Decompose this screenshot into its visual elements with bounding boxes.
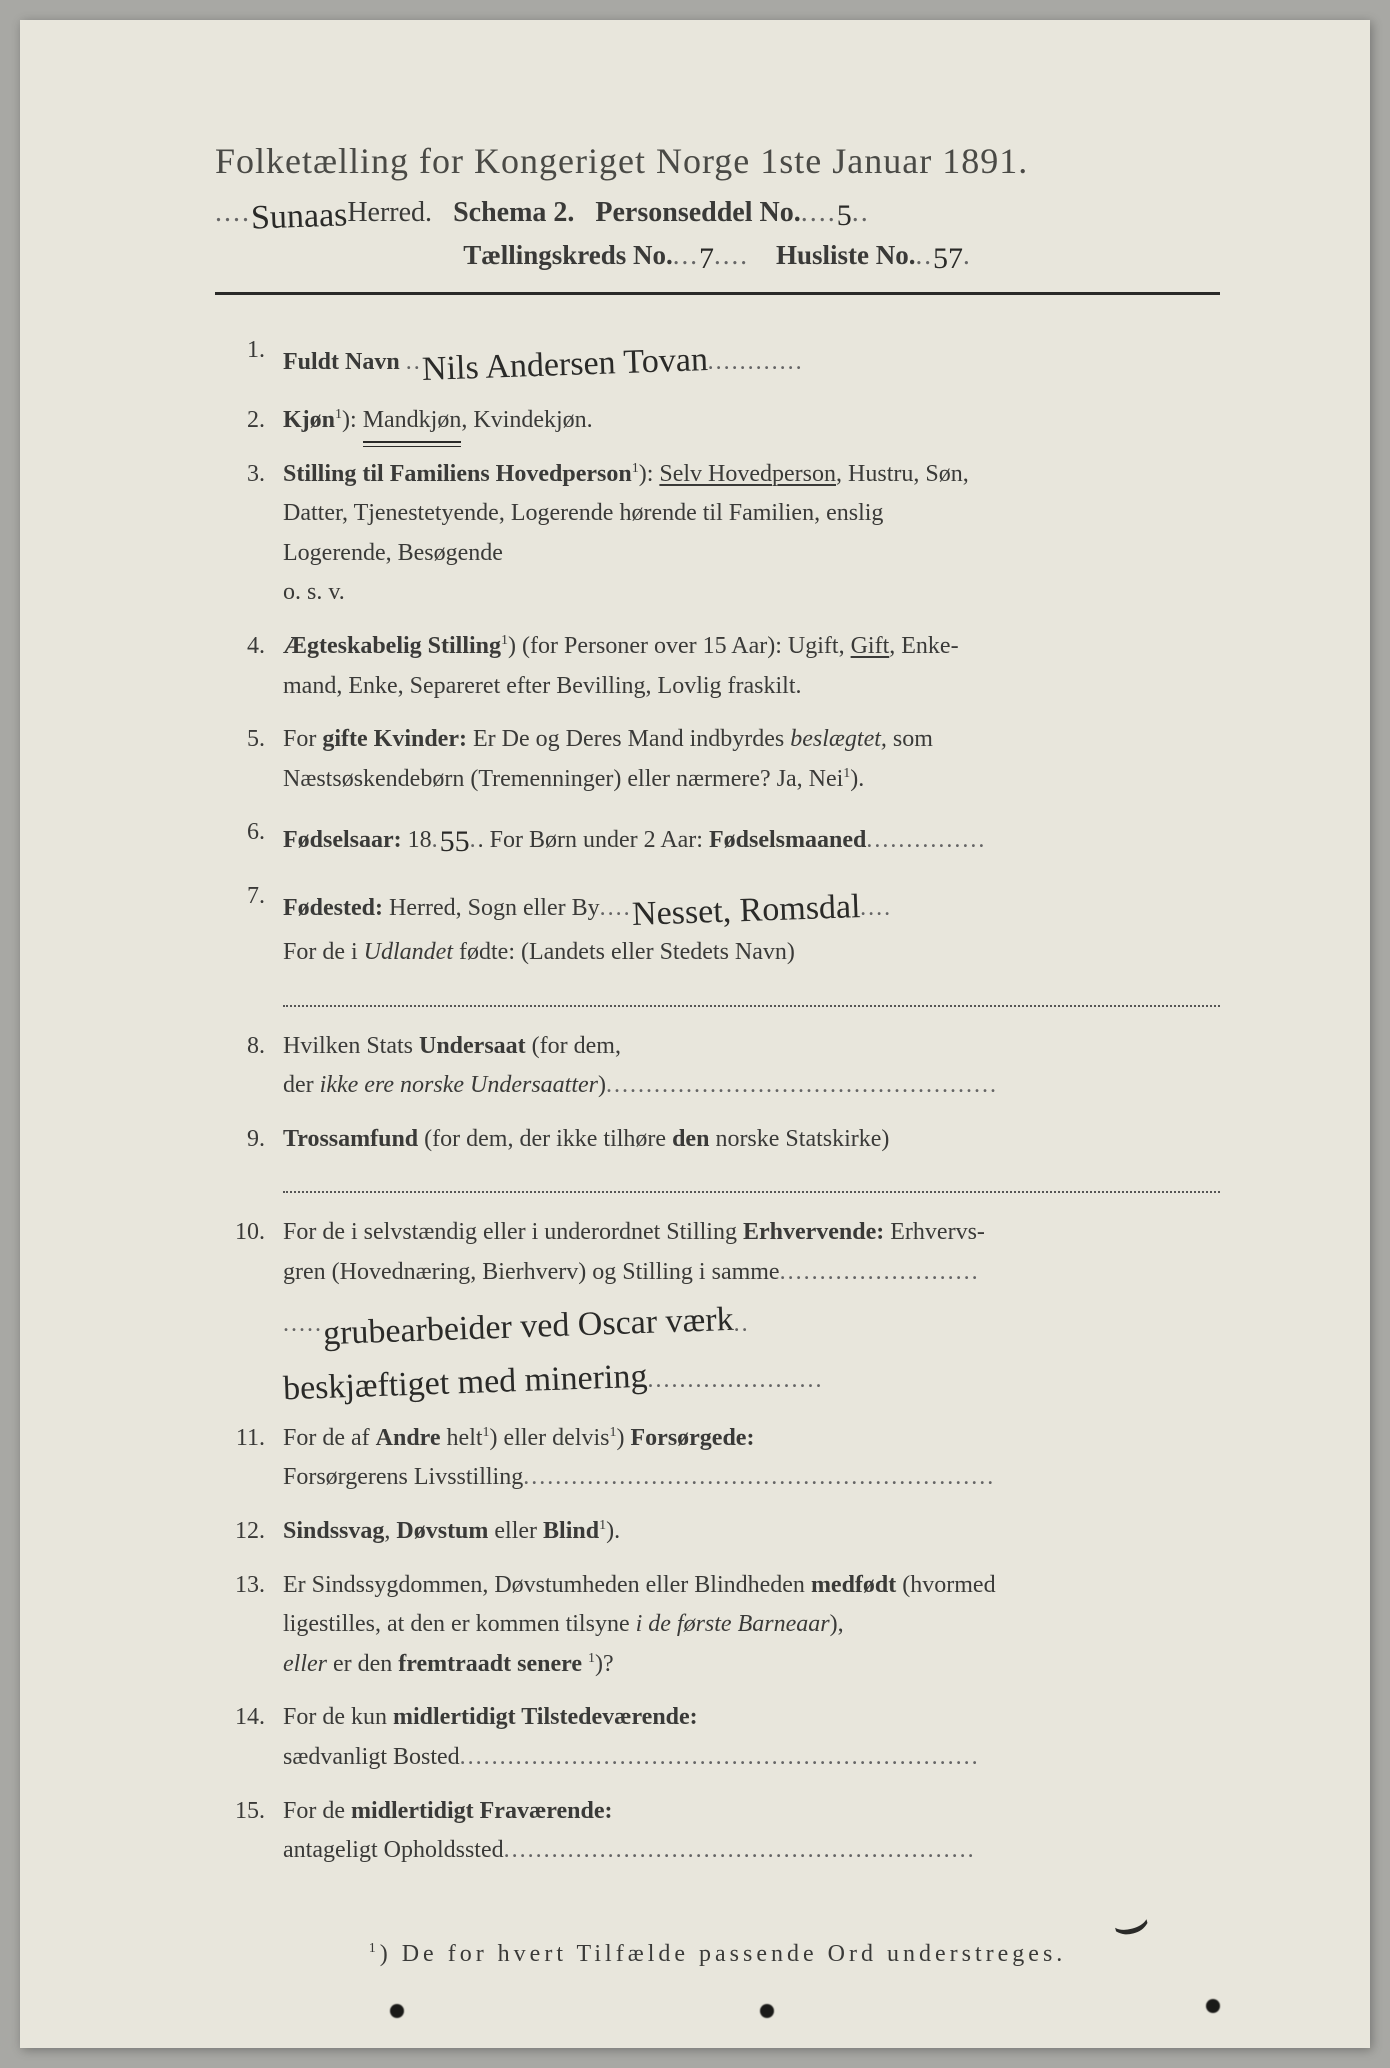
form-title: Folketælling for Kongeriget Norge 1ste J…	[215, 140, 1220, 182]
ink-blot-icon	[390, 2004, 404, 2018]
husliste-no: 57	[933, 242, 963, 276]
footnote: 1) De for hvert Tilfælde passende Ord un…	[215, 1941, 1220, 1968]
form-header: Folketælling for Kongeriget Norge 1ste J…	[215, 140, 1220, 272]
entry-6: 6. Fødselsaar: 18.55.. For Børn under 2 …	[225, 813, 1220, 863]
entry-14: 14. For de kun midlertidigt Tilstedevære…	[225, 1698, 1220, 1777]
entry-1: 1. Fuldt Navn ..Nils Andersen Tovan.....…	[225, 331, 1220, 387]
entry-13: 13. Er Sindssygdommen, Døvstumheden elle…	[225, 1566, 1220, 1685]
birthplace-value: Nesset, Romsdal	[631, 879, 861, 943]
kreds-no: 7	[699, 242, 714, 276]
ink-blot-icon	[760, 2004, 774, 2018]
entry-11: 11. For de af Andre helt1) eller delvis1…	[225, 1419, 1220, 1498]
entry-3: 3. Stilling til Familiens Hovedperson1):…	[225, 455, 1220, 613]
entry-9: 9. Trossamfund (for dem, der ikke tilhør…	[225, 1120, 1220, 1200]
personseddel-no: 5	[837, 199, 852, 233]
entry-2: 2. Kjøn1): Mandkjøn, Kvindekjøn.	[225, 401, 1220, 441]
subtitle-row-1: ....SunaasHerred. Schema 2. Personseddel…	[215, 192, 1220, 230]
census-form-page: Folketælling for Kongeriget Norge 1ste J…	[20, 20, 1370, 2048]
entry-4: 4. Ægteskabelig Stilling1) (for Personer…	[225, 627, 1220, 706]
form-entries: 1. Fuldt Navn ..Nils Andersen Tovan.....…	[215, 331, 1220, 1871]
entry-15: 15. For de midlertidigt Fraværende: anta…	[225, 1792, 1220, 1871]
dotted-rule	[283, 1169, 1220, 1193]
relation-selected: Selv Hovedperson	[659, 461, 836, 487]
entry-8: 8. Hvilken Stats Undersaat (for dem, der…	[225, 1027, 1220, 1106]
ink-blot-icon	[1206, 1999, 1220, 2013]
entry-10: 10. For de i selvstændig eller i underor…	[225, 1213, 1220, 1404]
occupation-value-1: grubearbeider ved Oscar værk	[322, 1291, 734, 1361]
header-divider	[215, 292, 1220, 295]
full-name-value: Nils Andersen Tovan	[421, 332, 709, 398]
sex-selected: Mandkjøn	[363, 401, 462, 441]
entry-7: 7. Fødested: Herred, Sogn eller By....Ne…	[225, 877, 1220, 1013]
birth-year-value: 55	[440, 817, 470, 867]
marital-selected: Gift	[851, 633, 890, 659]
entry-12: 12. Sindssvag, Døvstum eller Blind1).	[225, 1512, 1220, 1552]
occupation-value-2: beskjæftiget med minering	[282, 1348, 648, 1417]
entry-5: 5. For gifte Kvinder: Er De og Deres Man…	[225, 720, 1220, 799]
subtitle-row-2: Tællingskreds No....7.... Husliste No...…	[215, 238, 1220, 272]
herred-value: Sunaas	[250, 196, 348, 237]
dotted-rule	[283, 983, 1220, 1007]
